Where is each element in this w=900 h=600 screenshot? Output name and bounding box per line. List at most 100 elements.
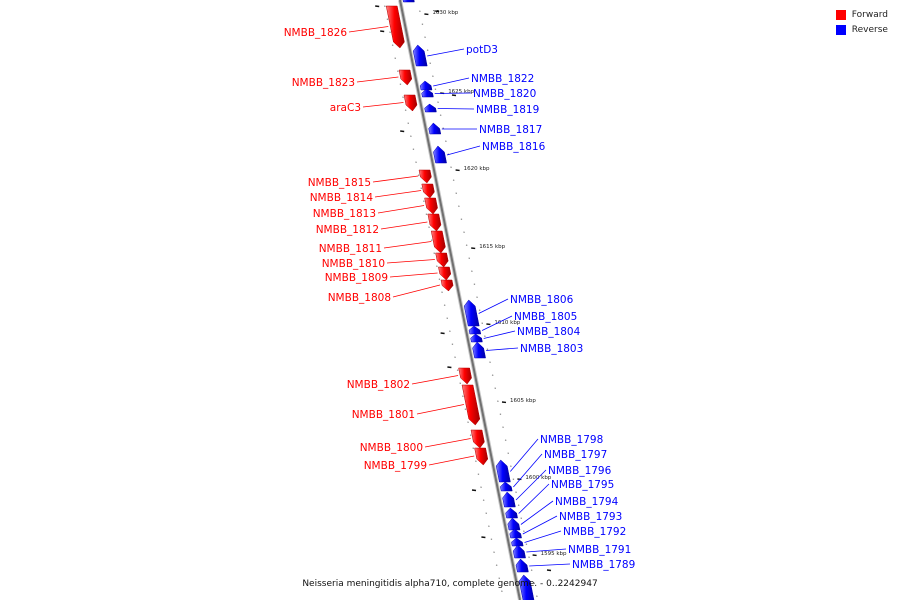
kbp-tick-label: 1615 kbp bbox=[479, 244, 505, 250]
forward-gene-arrow bbox=[398, 69, 413, 86]
reverse-gene-label: NMBB_1820 bbox=[473, 88, 536, 100]
forward-gene-leader bbox=[392, 284, 441, 298]
reverse-gene-label: NMBB_1816 bbox=[482, 141, 546, 153]
forward-gene-leader bbox=[383, 241, 432, 249]
reverse-gene-leader bbox=[518, 483, 550, 514]
reverse-gene-arrow-partial bbox=[518, 574, 535, 600]
forward-gene-label: NMBB_1811 bbox=[319, 243, 382, 255]
forward-swatch bbox=[835, 10, 846, 20]
forward-gene-leader bbox=[386, 259, 435, 264]
kbp-tick-label: 1625 kbp bbox=[448, 89, 474, 95]
kbp-tick-label: 1605 kbp bbox=[510, 398, 536, 404]
reverse-gene-label: NMBB_1822 bbox=[471, 73, 534, 85]
reverse-gene-arrow bbox=[512, 544, 526, 559]
reverse-gene-leader bbox=[446, 145, 481, 156]
marker-dash bbox=[380, 30, 385, 33]
reverse-gene-leader bbox=[509, 438, 539, 472]
reverse-gene-leader bbox=[513, 453, 543, 488]
forward-gene-leader bbox=[372, 175, 419, 183]
reverse-gene-label: NMBB_1796 bbox=[548, 465, 612, 477]
reverse-gene-leader bbox=[434, 92, 472, 94]
reverse-gene-leader bbox=[433, 77, 470, 87]
forward-gene-arrow bbox=[418, 169, 432, 184]
forward-gene-arrow bbox=[438, 266, 452, 281]
forward-gene-label: NMBB_1808 bbox=[328, 292, 391, 304]
forward-gene-leader bbox=[389, 272, 438, 278]
forward-gene-leader bbox=[428, 455, 475, 466]
reverse-gene-label: NMBB_1792 bbox=[563, 526, 626, 538]
reverse-gene-label: potD3 bbox=[466, 44, 498, 56]
forward-gene-arrow bbox=[440, 279, 454, 292]
reverse-gene-arrow bbox=[509, 528, 522, 539]
forward-gene-label: NMBB_1814 bbox=[310, 192, 374, 204]
reverse-gene-label: NMBB_1795 bbox=[551, 479, 614, 491]
reverse-gene-label: NMBB_1806 bbox=[510, 294, 574, 306]
reverse-gene-label: NMBB_1805 bbox=[514, 311, 577, 323]
reverse-gene-label: NMBB_1798 bbox=[540, 434, 603, 446]
forward-gene-arrow bbox=[470, 429, 485, 449]
marker-dash bbox=[447, 366, 452, 369]
backbone-line bbox=[399, 0, 521, 600]
kbp-tick-label: 1630 kbp bbox=[432, 10, 458, 16]
reverse-gene-leader bbox=[520, 500, 554, 525]
forward-gene-leader bbox=[424, 438, 471, 448]
forward-gene-label: NMBB_1802 bbox=[347, 379, 410, 391]
forward-gene-leader bbox=[356, 76, 399, 83]
reverse-gene-arrow bbox=[507, 517, 521, 531]
forward-gene-label: NMBB_1809 bbox=[325, 272, 388, 284]
forward-gene-leader bbox=[377, 205, 425, 214]
forward-gene-label: NMBB_1815 bbox=[308, 177, 371, 189]
marker-dash bbox=[471, 489, 477, 492]
forward-gene-label: NMBB_1812 bbox=[316, 224, 379, 236]
reverse-gene-label: NMBB_1819 bbox=[476, 104, 539, 116]
reverse-gene-arrow bbox=[424, 103, 437, 113]
marker-dash bbox=[435, 10, 440, 13]
reverse-gene-arrow bbox=[421, 88, 434, 98]
reverse-gene-leader bbox=[427, 48, 465, 57]
marker-dash bbox=[546, 569, 552, 572]
forward-gene-arrow bbox=[403, 94, 418, 112]
reverse-gene-arrow bbox=[428, 122, 442, 135]
forward-gene-arrow bbox=[430, 230, 446, 254]
reverse-gene-leader bbox=[522, 515, 558, 535]
reverse-gene-arrow bbox=[412, 44, 428, 67]
reverse-gene-arrow bbox=[505, 507, 518, 519]
forward-gene-arrow bbox=[474, 447, 489, 466]
marker-dash bbox=[375, 5, 380, 8]
reverse-gene-label: NMBB_1793 bbox=[559, 511, 622, 523]
reverse-gene-arrow bbox=[515, 558, 529, 573]
reverse-gene-leader bbox=[478, 298, 509, 314]
reverse-gene-arrow bbox=[502, 491, 516, 508]
forward-gene-leader bbox=[374, 190, 422, 198]
reverse-gene-label: NMBB_1803 bbox=[520, 343, 583, 355]
reverse-gene-leader bbox=[515, 469, 547, 501]
legend-reverse: Reverse bbox=[835, 24, 888, 36]
reverse-gene-label: NMBB_1791 bbox=[568, 544, 631, 556]
reverse-gene-leader bbox=[529, 563, 571, 567]
forward-gene-leader bbox=[380, 221, 428, 230]
forward-gene-arrow bbox=[458, 367, 472, 385]
forward-gene-arrow bbox=[421, 183, 435, 199]
reverse-gene-leader bbox=[486, 347, 519, 351]
forward-gene-label: NMBB_1826 bbox=[284, 27, 348, 39]
forward-gene-label: NMBB_1810 bbox=[322, 258, 385, 270]
reverse-gene-arrow bbox=[433, 145, 447, 164]
forward-gene-label: NMBB_1801 bbox=[352, 409, 415, 421]
reverse-gene-label: NMBB_1789 bbox=[572, 559, 635, 571]
reverse-gene-leader bbox=[481, 315, 513, 331]
forward-gene-leader bbox=[348, 26, 389, 33]
marker-dash bbox=[451, 94, 457, 97]
forward-gene-leader bbox=[416, 404, 464, 415]
reverse-gene-label: NMBB_1794 bbox=[555, 496, 619, 508]
reverse-gene-label: NMBB_1804 bbox=[517, 326, 581, 338]
forward-gene-arrow bbox=[461, 384, 481, 426]
reverse-gene-arrow bbox=[468, 325, 482, 335]
marker-dash bbox=[440, 332, 445, 335]
reverse-gene-arrow bbox=[419, 80, 433, 91]
reverse-gene-arrow bbox=[511, 537, 524, 547]
forward-gene-label: NMBB_1813 bbox=[313, 208, 376, 220]
legend-forward-label: Forward bbox=[851, 10, 888, 20]
reverse-gene-arrow bbox=[500, 481, 513, 492]
reverse-gene-leader bbox=[526, 548, 567, 553]
